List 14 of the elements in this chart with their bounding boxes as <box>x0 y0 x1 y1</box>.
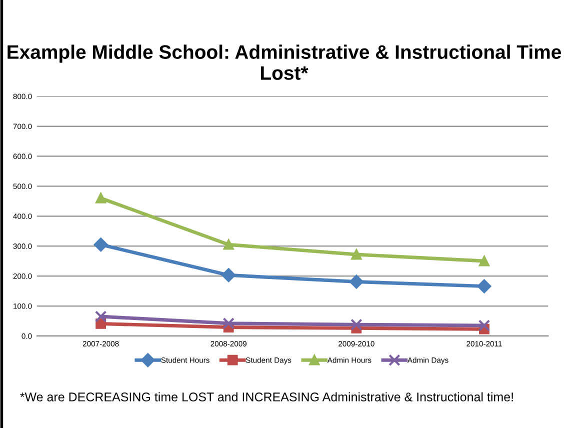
point <box>94 310 107 322</box>
point <box>478 320 490 332</box>
point <box>222 268 236 282</box>
point <box>477 279 492 294</box>
text: *We are DECREASING time LOST and INCREASING Administrative & Instructional time! <box>20 392 513 402</box>
point <box>349 274 364 289</box>
point <box>223 239 234 250</box>
chart-title: Example Middle School: Administrative & Instructional Time Lost* <box>8 44 562 80</box>
point <box>96 192 106 204</box>
point <box>479 256 490 266</box>
point <box>350 318 362 330</box>
point <box>351 249 362 260</box>
point <box>222 317 235 330</box>
point <box>94 238 108 252</box>
